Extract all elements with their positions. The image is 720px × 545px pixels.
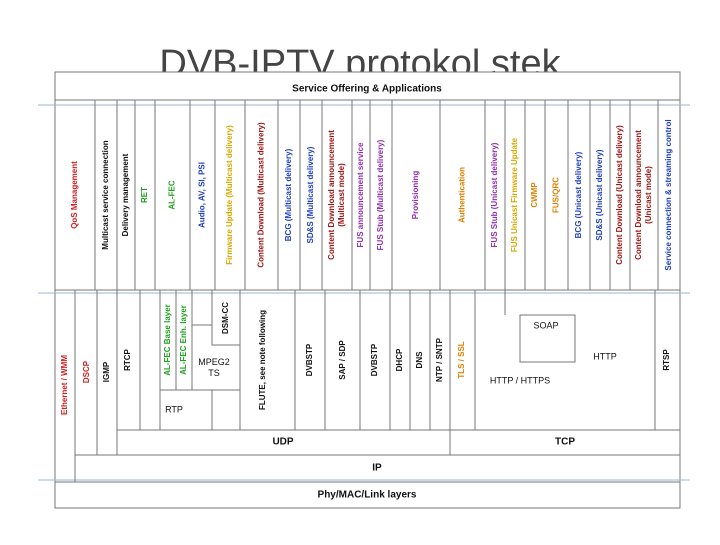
protocol-label: MPEG2 <box>198 357 230 367</box>
application-label: Content Download announcement <box>634 130 643 260</box>
application-label: QoS Management <box>70 161 79 229</box>
protocol-label: TS <box>208 368 220 378</box>
protocol-label: AL-FEC Base layer <box>163 304 172 376</box>
application-label: FUS/QRC <box>552 177 561 213</box>
protocol-label: FLUTE, see note following <box>258 310 267 410</box>
ip-label: IP <box>372 463 382 474</box>
application-label: FUS Stub (Multicast delivery) <box>376 139 385 250</box>
protocol-label: DVBSTP <box>370 343 379 376</box>
application-label: Service connection & streaming control <box>664 119 673 270</box>
protocol-label: HTTP <box>593 351 617 361</box>
stack-lines <box>55 99 680 483</box>
protocol-label: Ethernet / WMM <box>60 355 69 415</box>
application-label: CWMP <box>530 182 539 208</box>
application-label: RET <box>140 187 149 203</box>
application-label: Content Download (Multicast delivery) <box>257 122 266 268</box>
application-label: FUS Unicast Firmware Update <box>510 137 519 252</box>
application-label: FUS announcement service <box>356 142 365 247</box>
protocol-label: HTTP / HTTPS <box>490 375 550 385</box>
application-label: Content Download announcement <box>327 130 336 260</box>
protocol-label: SAP / SDP <box>338 340 347 380</box>
application-label: Delivery management <box>121 153 130 236</box>
guide-lines <box>38 104 690 481</box>
protocol-label: RTSP <box>662 349 671 371</box>
application-label: Multicast service connection <box>101 140 110 249</box>
application-label: FUS Stub (Unicast delivery) <box>490 142 499 247</box>
application-label: Authentication <box>458 167 467 223</box>
application-label: (Unicast mode) <box>644 166 653 224</box>
protocol-label: DNS <box>415 351 424 369</box>
protocol-label: DSCP <box>82 360 91 383</box>
protocol-label: DHCP <box>395 348 404 371</box>
application-label: Content Download (Unicast delivery) <box>615 125 624 265</box>
application-label: SD&S (Unicast delivery) <box>595 149 604 240</box>
application-label: BCG (Multicast delivery) <box>284 148 293 241</box>
application-label: Provisioning <box>411 171 420 220</box>
protocol-label: RTCP <box>123 348 132 370</box>
protocol-label: DVBSTP <box>305 343 314 376</box>
application-label: SD&S (Multicast delivery) <box>306 146 315 243</box>
application-label: AL-FEC <box>168 180 177 210</box>
protocol-label: RTP <box>165 404 183 414</box>
protocol-label: SOAP <box>533 320 558 330</box>
protocol-label: TLS / SSL <box>457 341 466 378</box>
protocol-label: AL-FEC Enh. layer <box>179 305 188 375</box>
application-label: (Multicast mode) <box>337 163 346 227</box>
link-label: Phy/MAC/Link layers <box>318 490 417 501</box>
tcp-label: TCP <box>555 437 575 448</box>
udp-label: UDP <box>272 437 293 448</box>
protocol-label: IGMP <box>102 361 111 382</box>
application-label: BCG (Unicast delivery) <box>574 151 583 238</box>
header: Service Offering & Applications <box>292 84 442 95</box>
protocol-label: DSM-CC <box>221 302 230 334</box>
application-label: Audio, AV, SI, PSI <box>198 162 207 228</box>
protocol-label: NTP / SNTP <box>435 337 444 382</box>
application-label: Firmware Update (Multicast delivery) <box>225 125 234 265</box>
